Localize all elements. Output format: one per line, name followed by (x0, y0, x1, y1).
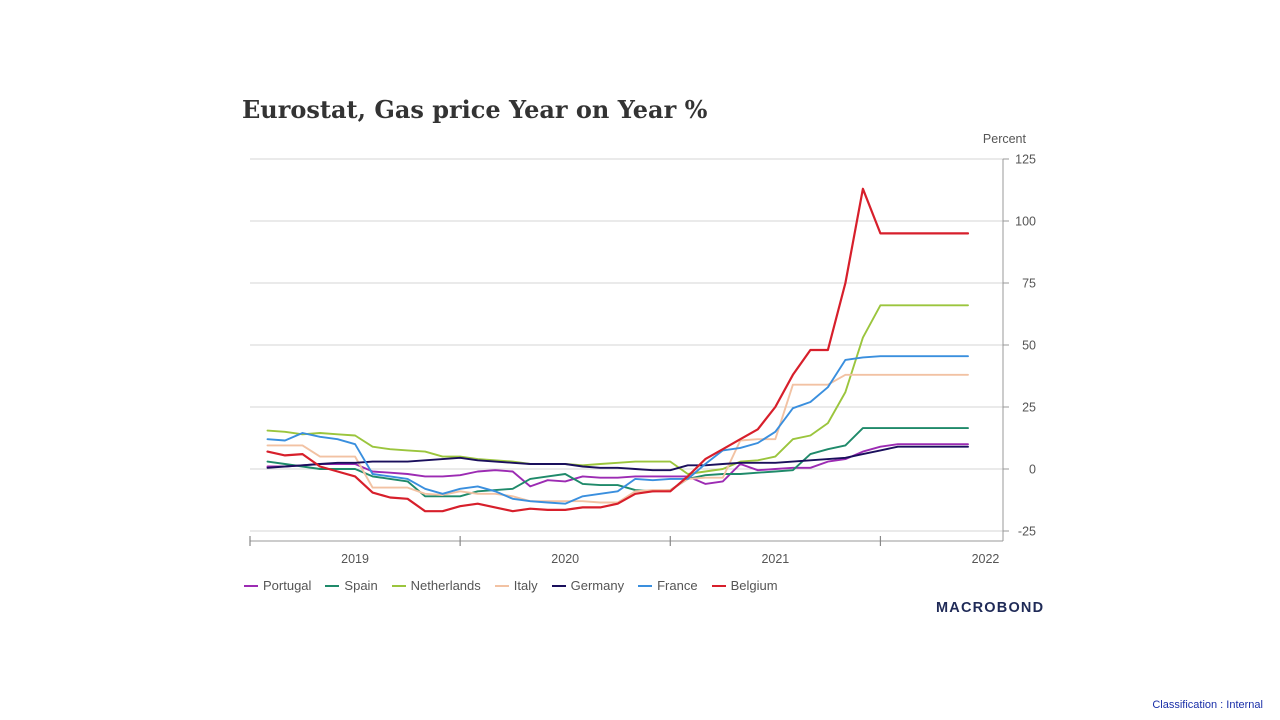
legend-label: Germany (570, 578, 625, 593)
grid-lines (250, 158, 1003, 532)
legend-item-italy: Italy (494, 578, 538, 593)
legend-swatch (325, 584, 340, 587)
y-tick-label-0: 0 (1029, 463, 1036, 477)
legend-label: Spain (344, 578, 378, 593)
legend-swatch (494, 584, 509, 587)
series-line-italy (266, 373, 969, 504)
legend-item-germany: Germany (551, 578, 625, 593)
series-line-spain (266, 427, 969, 498)
legend-label: Belgium (730, 578, 778, 593)
x-tick-label-2020: 2020 (551, 552, 579, 566)
y-tick-label-25: 25 (1022, 401, 1036, 415)
y-tick-label-100: 100 (1015, 215, 1036, 229)
legend: Portugal Spain Netherlands Italy Germany Fran… (244, 578, 778, 593)
y-tick-label-50: 50 (1022, 339, 1036, 353)
legend-label: Netherlands (410, 578, 481, 593)
series-line-belgium (266, 187, 970, 513)
x-tick-label-2021: 2021 (761, 552, 789, 566)
series-line-france (266, 355, 969, 505)
legend-swatch (551, 584, 566, 587)
legend-label: Portugal (263, 578, 312, 593)
legend-swatch (711, 584, 726, 587)
legend-item-france: France (638, 578, 698, 593)
x-tick-label-2022: 2022 (972, 552, 1000, 566)
series-line-portugal (266, 443, 969, 488)
x-tick-label-2019: 2019 (341, 552, 369, 566)
legend-item-netherlands: Netherlands (391, 578, 481, 593)
legend-swatch (244, 584, 258, 587)
legend-swatch (391, 584, 406, 587)
series-line-germany (266, 445, 969, 472)
series-line-netherlands (266, 304, 969, 475)
legend-label: France (657, 578, 698, 593)
legend-item-belgium: Belgium (711, 578, 778, 593)
legend-label: Italy (513, 578, 538, 593)
legend-item-portugal: Portugal (244, 578, 311, 593)
y-tick-label--25: -25 (1018, 525, 1036, 539)
legend-item-spain: Spain (325, 578, 378, 593)
chart-title: Eurostat, Gas price Year on Year % (242, 95, 708, 124)
y-axis-label: Percent (983, 132, 1027, 146)
macrobond-logo: MACROBOND (936, 600, 1045, 616)
legend-swatch (638, 584, 653, 587)
y-tick-label-75: 75 (1022, 277, 1036, 291)
classification-label: Classification : Internal (1152, 699, 1263, 711)
series-lines (266, 187, 970, 513)
axes: 125 100 75 50 25 0 -25 2019 2020 2021 2022 (249, 153, 1036, 566)
y-tick-label-125: 125 (1015, 153, 1036, 167)
